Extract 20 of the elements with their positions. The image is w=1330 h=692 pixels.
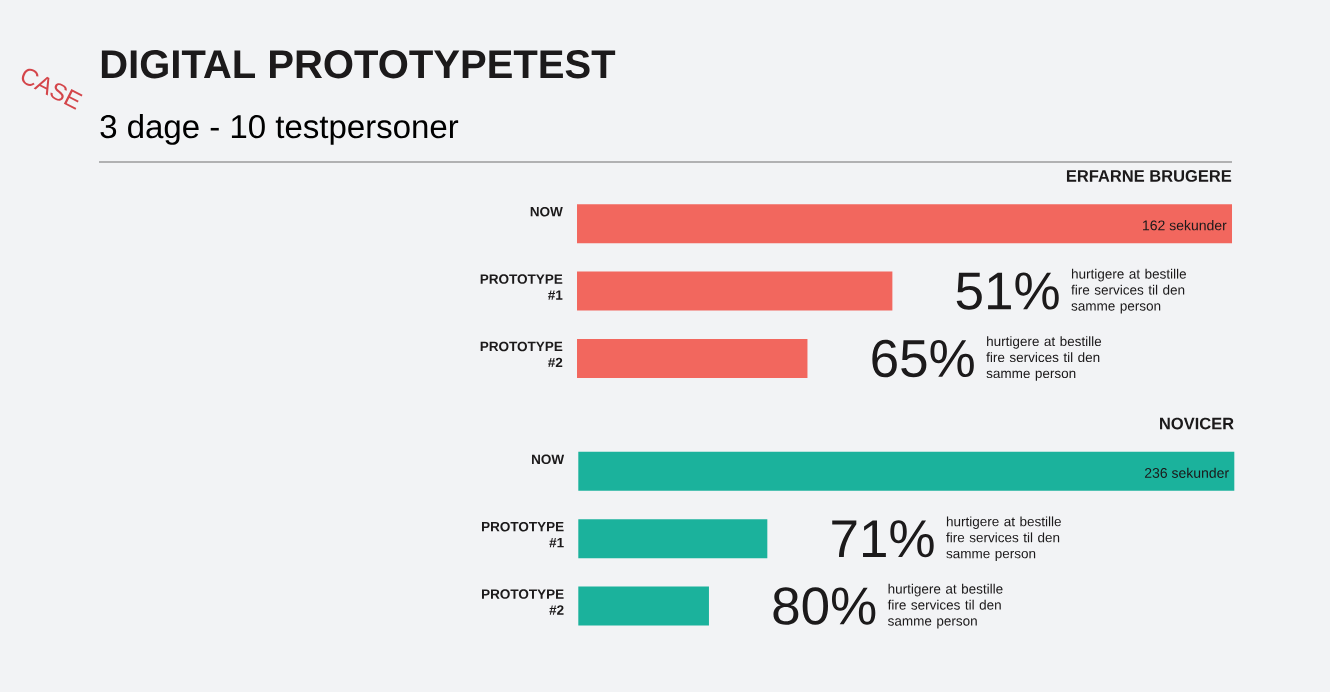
y-tick-label: PROTOTYPE #1 — [480, 274, 563, 300]
y-tick-label: NOW — [530, 206, 563, 217]
annotation: hurtigere at bestille fire services til den samme person — [986, 336, 1102, 381]
y-tick-label: PROTOTYPE #2 — [482, 589, 564, 615]
annotation: hurtigere at bestille fire services til den samme person — [1071, 268, 1186, 314]
y-tick-label: PROTOTYPE #1 — [482, 521, 564, 548]
chart-title: ERFARNE BRUGERE — [1066, 170, 1232, 182]
annotation: 51% — [956, 272, 1059, 310]
text: DIGITAL PROTOTYPETEST — [101, 50, 616, 79]
y-tick-label: NOW — [532, 454, 565, 465]
annotation: hurtigere at bestille fire services til den samme person — [887, 583, 1003, 629]
annotation: 80% — [773, 587, 876, 625]
annotation: 71% — [832, 520, 934, 558]
text: 3 dage - 10 testpersoner — [100, 114, 459, 145]
data-label: 236 sekunder — [1144, 467, 1229, 478]
annotation: hurtigere at bestille fire services til den samme person — [946, 516, 1061, 561]
data-label: 162 sekunder — [1143, 220, 1227, 231]
annotation: 65% — [872, 339, 974, 378]
chart-title: NOVICER — [1160, 417, 1234, 430]
y-tick-label: PROTOTYPE #2 — [480, 341, 563, 368]
